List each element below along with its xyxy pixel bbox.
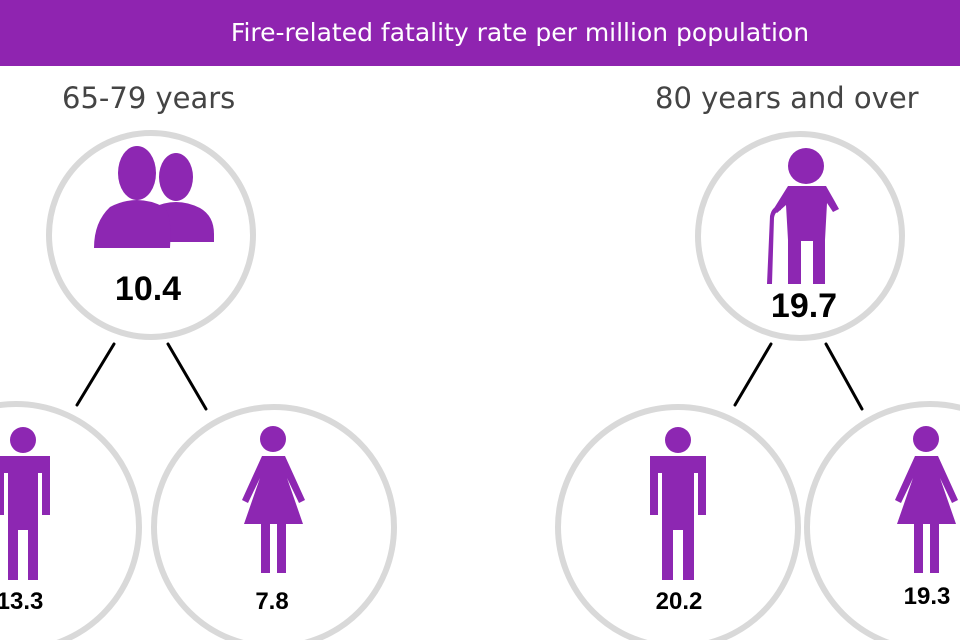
circle-65-79-male	[0, 401, 142, 640]
man-icon	[650, 427, 706, 580]
value-80-plus-female: 19.3	[903, 583, 951, 610]
woman-icon	[242, 426, 305, 573]
man-icon	[0, 427, 50, 580]
connector-line-65-79-female	[166, 342, 208, 411]
connector-line-80-plus-male	[733, 342, 773, 407]
connector-line-65-79-male	[75, 342, 116, 407]
two-people-icon	[94, 146, 214, 248]
header-banner: Fire-related fatality rate per million p…	[0, 0, 960, 66]
group-title-65-79: 65-79 years	[62, 81, 236, 115]
value-65-79-male: 13.3	[0, 588, 44, 615]
circle-80-plus-overall	[695, 131, 905, 341]
circle-80-plus-male	[555, 404, 801, 640]
value-65-79-overall: 10.4	[114, 270, 182, 308]
elderly-person-with-cane-icon	[767, 148, 839, 284]
value-65-79-female: 7.8	[255, 588, 289, 615]
woman-icon	[895, 426, 958, 573]
connector-line-80-plus-female	[824, 342, 864, 411]
value-80-plus-male: 20.2	[655, 588, 703, 615]
group-title-80-plus: 80 years and over	[655, 81, 919, 115]
circle-65-79-female	[151, 404, 397, 640]
circle-80-plus-female	[804, 401, 960, 640]
circle-65-79-overall	[46, 130, 256, 340]
value-80-plus-overall: 19.7	[770, 287, 838, 325]
header-title: Fire-related fatality rate per million p…	[230, 18, 810, 47]
